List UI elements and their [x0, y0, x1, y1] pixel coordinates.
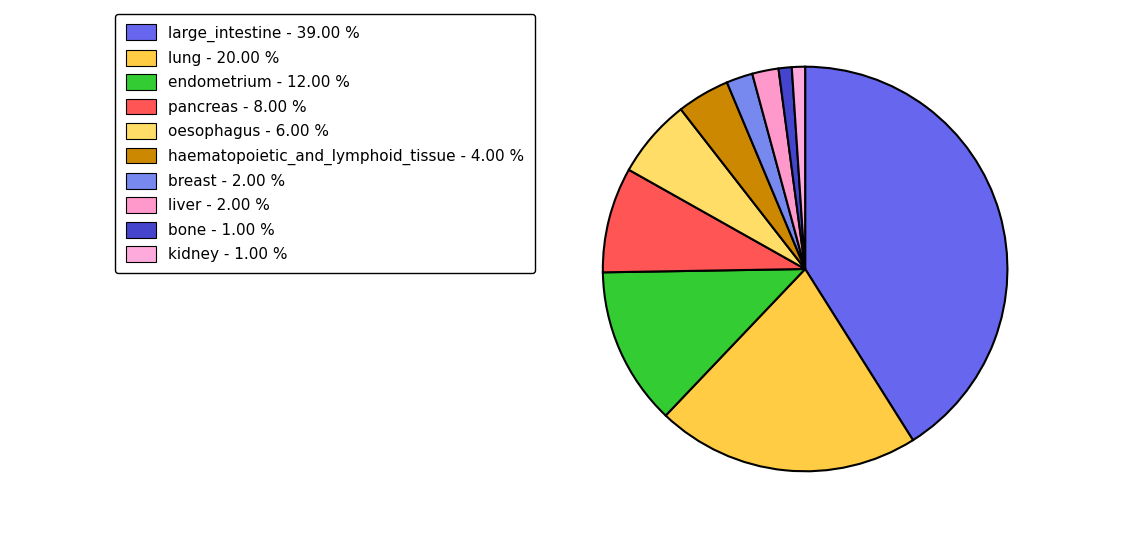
Wedge shape: [752, 68, 805, 269]
Wedge shape: [792, 67, 805, 269]
Wedge shape: [603, 269, 805, 415]
Wedge shape: [603, 170, 805, 272]
Legend: large_intestine - 39.00 %, lung - 20.00 %, endometrium - 12.00 %, pancreas - 8.0: large_intestine - 39.00 %, lung - 20.00 …: [115, 13, 535, 273]
Wedge shape: [805, 67, 1007, 440]
Wedge shape: [727, 74, 805, 269]
Wedge shape: [680, 82, 805, 269]
Wedge shape: [778, 67, 805, 269]
Wedge shape: [629, 109, 805, 269]
Wedge shape: [666, 269, 913, 471]
